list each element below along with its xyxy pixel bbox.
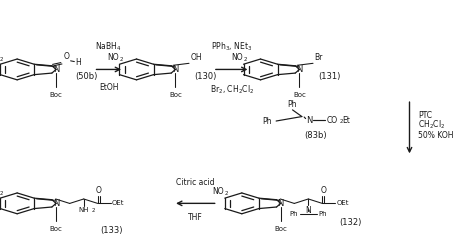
Text: NO: NO: [212, 187, 224, 196]
Text: NaBH$_4$: NaBH$_4$: [95, 41, 122, 53]
Text: PTC: PTC: [418, 111, 432, 120]
Text: Boc: Boc: [169, 92, 182, 98]
Text: N: N: [53, 199, 59, 208]
Text: Boc: Boc: [50, 226, 63, 232]
Text: N: N: [296, 65, 303, 74]
Text: OEt: OEt: [112, 200, 124, 206]
Text: (131): (131): [318, 72, 341, 81]
Text: PPh$_3$, NEt$_3$: PPh$_3$, NEt$_3$: [211, 41, 252, 53]
Text: H: H: [75, 58, 81, 66]
Text: 2: 2: [92, 208, 95, 213]
Text: Citric acid: Citric acid: [176, 178, 215, 187]
Text: 2: 2: [243, 58, 247, 62]
Text: Boc: Boc: [293, 92, 306, 98]
Text: N: N: [278, 199, 284, 208]
Text: 2: 2: [0, 191, 4, 196]
Text: THF: THF: [188, 213, 203, 222]
Text: O: O: [96, 186, 102, 195]
Text: Ph: Ph: [288, 100, 297, 109]
Text: N: N: [172, 65, 179, 74]
Text: (83b): (83b): [305, 131, 327, 140]
Text: CH$_2$Cl$_2$: CH$_2$Cl$_2$: [418, 119, 445, 131]
Text: CO: CO: [326, 116, 337, 125]
Text: 2: 2: [339, 119, 343, 124]
Text: (130): (130): [194, 72, 217, 81]
Text: (133): (133): [101, 226, 123, 235]
Text: 2: 2: [119, 58, 123, 62]
Text: Ph: Ph: [262, 117, 271, 126]
Text: 2: 2: [0, 58, 4, 62]
Text: N: N: [306, 116, 312, 125]
Text: OH: OH: [190, 53, 202, 62]
Text: Br$_2$, CH$_2$Cl$_2$: Br$_2$, CH$_2$Cl$_2$: [210, 83, 254, 95]
Text: O: O: [64, 52, 70, 61]
Text: (132): (132): [339, 218, 362, 227]
Text: (50b): (50b): [75, 72, 97, 81]
Text: N: N: [306, 206, 311, 215]
Text: O: O: [321, 186, 326, 195]
Text: Boc: Boc: [50, 92, 63, 98]
Text: NO: NO: [107, 53, 118, 62]
Text: Ph: Ph: [289, 211, 298, 217]
Text: OEt: OEt: [336, 200, 349, 206]
Text: Br: Br: [314, 53, 323, 62]
Text: 2: 2: [225, 191, 228, 196]
Text: Et: Et: [342, 116, 350, 125]
Text: NH: NH: [79, 207, 89, 213]
Text: NO: NO: [231, 53, 242, 62]
Text: 50% KOH: 50% KOH: [418, 131, 453, 140]
Text: EtOH: EtOH: [99, 83, 118, 92]
Text: Boc: Boc: [274, 226, 287, 232]
Text: N: N: [53, 65, 59, 74]
Text: Ph: Ph: [319, 211, 327, 217]
